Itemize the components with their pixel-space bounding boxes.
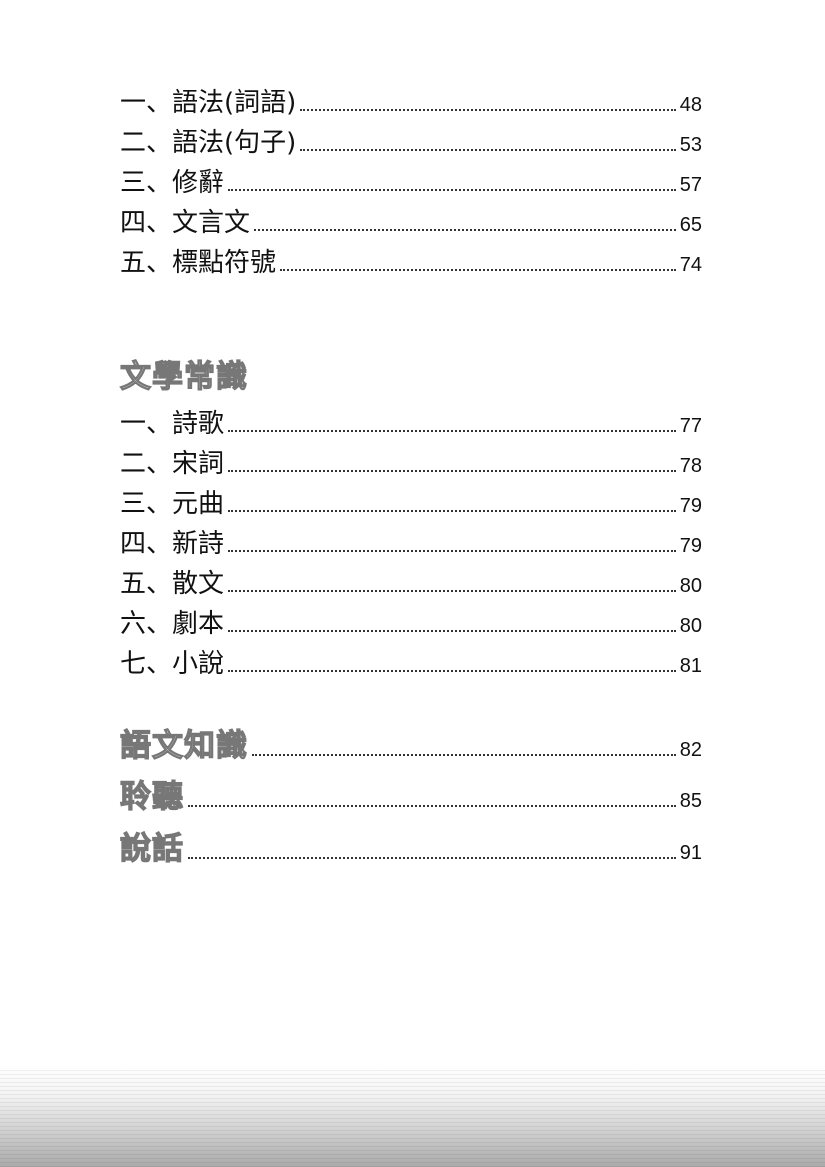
- entry-label: 四、文言文: [120, 208, 251, 238]
- entry-heading: 說話: [119, 831, 184, 867]
- page-number: 57: [679, 174, 702, 196]
- toc-entry[interactable]: 五、散文 80: [120, 563, 702, 599]
- page-number: 82: [679, 739, 702, 761]
- dot-leader: [228, 189, 676, 191]
- dot-leader: [228, 630, 676, 632]
- toc-entry[interactable]: 四、新詩 79: [120, 523, 702, 559]
- entry-heading: 語文知識: [119, 728, 248, 764]
- toc-entry[interactable]: 三、修辭 57: [120, 162, 702, 198]
- entry-label: 六、劇本: [120, 609, 225, 639]
- toc-entry[interactable]: 五、標點符號 74: [120, 242, 702, 278]
- footer-gradient-band: [0, 1067, 825, 1167]
- dot-leader: [228, 670, 676, 672]
- dot-leader: [228, 470, 676, 472]
- page-number: 85: [679, 790, 702, 812]
- page-number: 77: [679, 415, 702, 437]
- section-heading: 文學常識: [119, 359, 248, 395]
- entry-heading: 聆聽: [119, 779, 184, 815]
- dot-leader: [280, 269, 676, 271]
- page-number: 74: [679, 254, 702, 276]
- dot-leader: [228, 550, 676, 552]
- dot-leader: [228, 510, 676, 512]
- entry-label: 三、元曲: [120, 489, 225, 519]
- dot-leader: [228, 590, 676, 592]
- dot-leader: [300, 109, 676, 111]
- toc-entry[interactable]: 一、詩歌 77: [120, 403, 702, 439]
- page-number: 78: [679, 455, 702, 477]
- entry-label: 三、修辭: [120, 168, 225, 198]
- toc-entry[interactable]: 一、語法(詞語) 48: [120, 82, 702, 118]
- toc-entry[interactable]: 六、劇本 80: [120, 603, 702, 639]
- entry-label: 一、詩歌: [120, 409, 225, 439]
- page-number: 65: [679, 214, 702, 236]
- toc-entry[interactable]: 語文知識 82: [119, 727, 702, 764]
- page-number: 80: [679, 615, 702, 637]
- entry-label: 五、散文: [120, 569, 225, 599]
- entry-label: 七、小說: [120, 649, 225, 679]
- dot-leader: [254, 229, 676, 231]
- entry-label: 四、新詩: [120, 529, 225, 559]
- page-number: 48: [679, 94, 702, 116]
- page-number: 91: [679, 842, 702, 864]
- toc-entry[interactable]: 七、小說 81: [120, 643, 702, 679]
- page-number: 79: [679, 495, 702, 517]
- toc-entry[interactable]: 說話 91: [119, 830, 702, 867]
- page-number: 53: [679, 134, 702, 156]
- page-number: 80: [679, 575, 702, 597]
- entry-label: 一、語法(詞語): [120, 88, 297, 118]
- toc-entry[interactable]: 四、文言文 65: [120, 202, 702, 238]
- entry-label: 二、宋詞: [120, 449, 225, 479]
- toc-entry[interactable]: 三、元曲 79: [120, 483, 702, 519]
- dot-leader: [188, 805, 676, 807]
- toc-entry[interactable]: 二、宋詞 78: [120, 443, 702, 479]
- toc-entry[interactable]: 二、語法(句子) 53: [120, 122, 702, 158]
- page-number: 79: [679, 535, 702, 557]
- toc-entry[interactable]: 聆聽 85: [119, 778, 702, 815]
- dot-leader: [188, 857, 676, 859]
- entry-label: 五、標點符號: [120, 248, 277, 278]
- dot-leader: [228, 430, 676, 432]
- dot-leader: [300, 149, 676, 151]
- dot-leader: [252, 754, 676, 756]
- page-number: 81: [679, 655, 702, 677]
- entry-label: 二、語法(句子): [120, 128, 297, 158]
